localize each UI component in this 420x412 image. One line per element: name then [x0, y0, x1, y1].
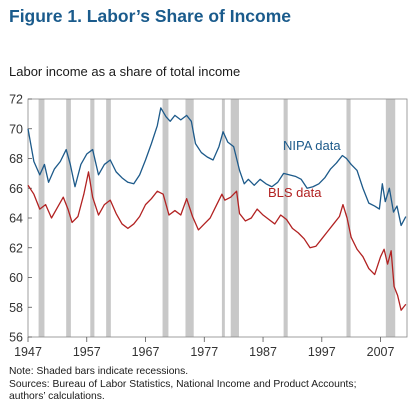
y-tick-label: 72: [9, 93, 23, 107]
recession-bar: [162, 99, 169, 337]
recession-bar: [90, 99, 95, 337]
x-tick-label: 1997: [308, 345, 336, 359]
x-tick-label: 1947: [14, 345, 42, 359]
y-tick-label: 56: [9, 331, 23, 345]
figure-title: Figure 1. Labor’s Share of Income: [9, 6, 292, 26]
recession-bar: [185, 99, 194, 337]
y-tick-label: 70: [9, 122, 23, 136]
bls-series-label: BLS data: [268, 185, 322, 200]
chart-subtitle: Labor income as a share of total income: [9, 64, 241, 79]
y-tick-label: 66: [9, 182, 23, 196]
y-tick-label: 62: [9, 241, 23, 255]
x-tick-label: 1987: [249, 345, 277, 359]
y-tick-label: 58: [9, 301, 23, 315]
x-tick-label: 1977: [190, 345, 218, 359]
y-tick-label: 68: [9, 152, 23, 166]
nipa-series-line: [27, 107, 407, 227]
y-tick-label: 64: [9, 212, 23, 226]
y-tick-label: 60: [9, 271, 23, 285]
recession-bar: [38, 99, 45, 337]
x-tick-label: 2007: [367, 345, 395, 359]
note-recessions: Note: Shaded bars indicate recessions.: [9, 366, 189, 377]
note-sources-continued: authors’ calculations.: [9, 391, 105, 403]
figure-notes: Note: Shaded bars indicate recessions. S…: [9, 366, 414, 404]
recession-bar: [385, 99, 396, 337]
recession-bar: [283, 99, 288, 337]
recession-bar: [230, 99, 239, 337]
recession-bar: [346, 99, 351, 337]
recession-bar: [66, 99, 71, 337]
bls-series-line: [27, 171, 407, 311]
recession-bar: [106, 99, 111, 337]
x-tick-label: 1967: [132, 345, 160, 359]
x-tick-label: 1957: [73, 345, 101, 359]
recession-bar: [221, 99, 225, 337]
nipa-series-label: NIPA data: [283, 138, 341, 153]
note-sources: Sources: Bureau of Labor Statistics, Nat…: [9, 378, 357, 390]
